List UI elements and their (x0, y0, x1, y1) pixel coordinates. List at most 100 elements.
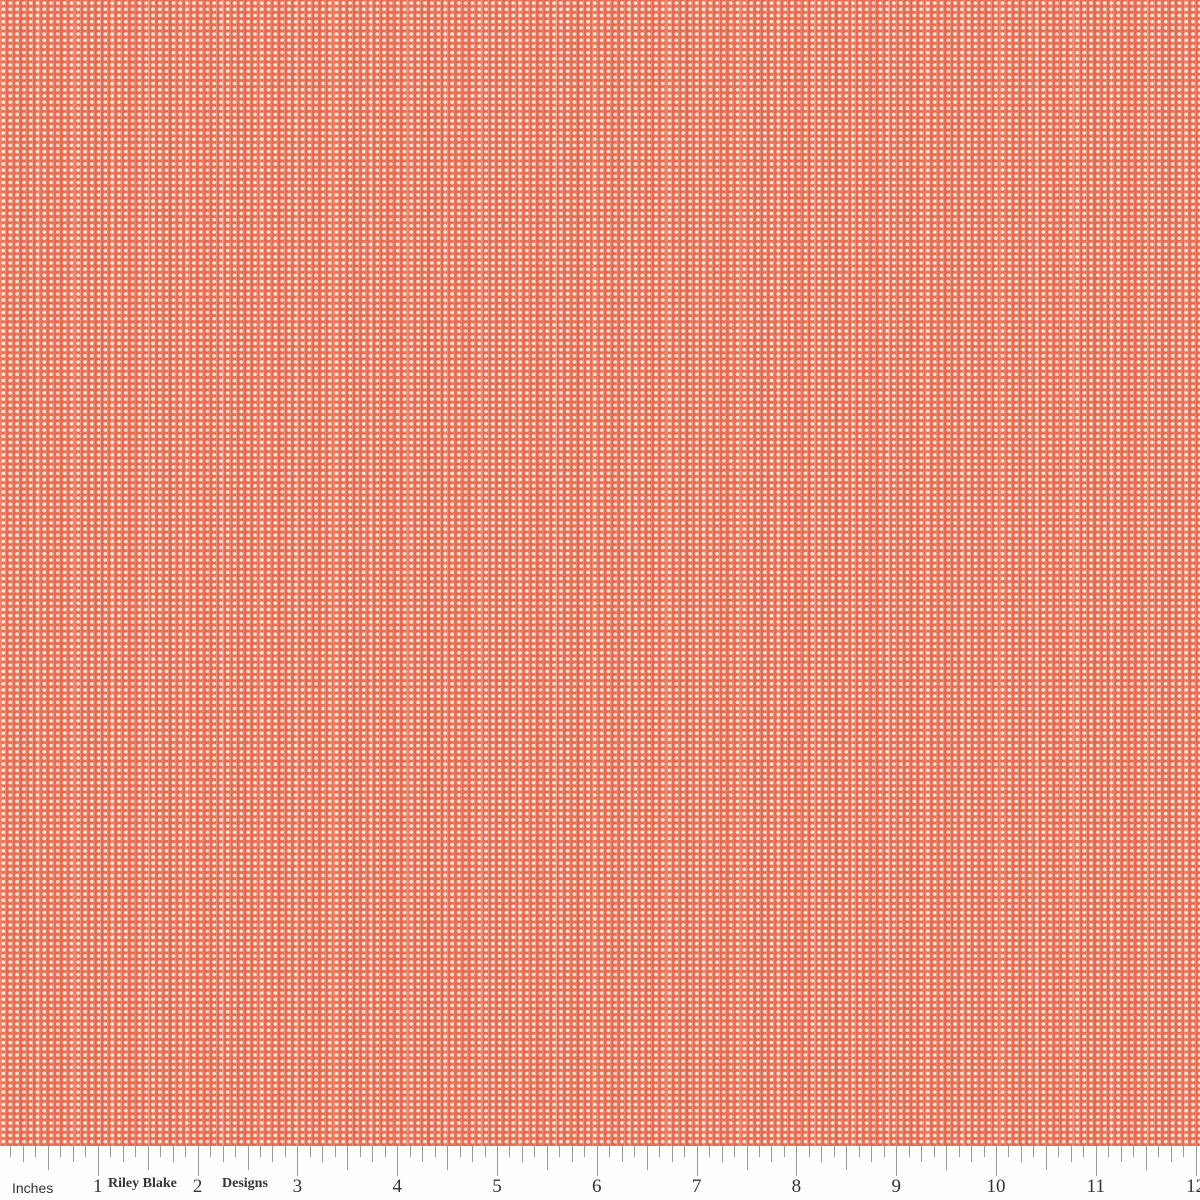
ruler-tick (172, 1146, 174, 1162)
ruler-tick (871, 1146, 873, 1162)
ruler-tick (422, 1146, 424, 1162)
ruler-tick (447, 1146, 449, 1170)
ruler-tick (634, 1146, 636, 1157)
ruler-tick (896, 1146, 898, 1176)
ruler-tick (933, 1146, 935, 1157)
ruler-tick (409, 1146, 411, 1157)
ruler-number: 8 (791, 1176, 802, 1197)
ruler-tick (1170, 1146, 1172, 1162)
ruler-tick (1083, 1146, 1085, 1157)
ruler-tick (60, 1146, 62, 1157)
ruler-number: 2 (192, 1176, 203, 1197)
ruler-tick (734, 1146, 736, 1157)
ruler-tick (85, 1146, 87, 1157)
ruler-tick (47, 1146, 49, 1170)
ruler-tick (1095, 1146, 1097, 1176)
ruler-tick (309, 1146, 311, 1157)
ruler-tick (35, 1146, 37, 1157)
brand-name-part1: Riley Blake (108, 1176, 177, 1191)
ruler-tick (1108, 1146, 1110, 1157)
ruler-tick (1058, 1146, 1060, 1157)
ruler-tick (222, 1146, 224, 1162)
ruler-tick (546, 1146, 548, 1170)
ruler-number: 5 (492, 1176, 502, 1197)
ruler-tick (10, 1146, 12, 1157)
ruler-tick (22, 1146, 24, 1162)
ruler-tick (671, 1146, 673, 1162)
ruler-tick (272, 1146, 274, 1162)
ruler-tick (621, 1146, 623, 1162)
ruler-number: 4 (392, 1176, 402, 1197)
ruler-tick (160, 1146, 162, 1157)
ruler-tick (684, 1146, 686, 1157)
ruler-tick (185, 1146, 187, 1157)
ruler-tick (397, 1146, 399, 1176)
ruler-tick (347, 1146, 349, 1170)
ruler-tick (97, 1146, 99, 1176)
ruler-tick (1145, 1146, 1147, 1170)
ruler-tick (484, 1146, 486, 1157)
ruler-number: 9 (891, 1176, 901, 1197)
ruler-tick (996, 1146, 997, 1176)
ruler-tick (958, 1146, 960, 1157)
ruler-tick (721, 1146, 723, 1162)
ruler-tick (883, 1146, 885, 1157)
ruler-number: 11 (1086, 1176, 1105, 1197)
ruler-tick (210, 1146, 212, 1157)
ruler-tick (596, 1146, 598, 1176)
ruler-tick (1120, 1146, 1122, 1162)
ruler-tick (1195, 1146, 1197, 1176)
ruler-tick (659, 1146, 661, 1157)
ruler-tick (796, 1146, 798, 1176)
ruler-tick (609, 1146, 611, 1157)
ruler-tick (559, 1146, 561, 1157)
ruler-tick (921, 1146, 923, 1162)
ruler-tick (1020, 1146, 1022, 1162)
ruler-tick (247, 1146, 249, 1170)
ruler-tick (746, 1146, 748, 1170)
ruler-tick (521, 1146, 523, 1162)
fabric-swatch (0, 0, 1200, 1146)
ruler: Inches Riley Blake Designs 1 2 3 4 5 6 7 8 9 10 11… (0, 1146, 1200, 1200)
ruler-tick (808, 1146, 810, 1157)
ruler-number: 1 (93, 1176, 103, 1197)
ruler-tick (1033, 1146, 1035, 1157)
ruler-tick (509, 1146, 511, 1157)
ruler-tick (1133, 1146, 1135, 1157)
ruler-tick (372, 1146, 374, 1162)
ruler-tick (534, 1146, 536, 1157)
ruler-tick (122, 1146, 124, 1162)
ruler-tick (696, 1146, 698, 1176)
ruler-tick (259, 1146, 261, 1157)
brand-name-part2: Designs (222, 1176, 268, 1191)
ruler-unit-label: Inches (12, 1180, 54, 1196)
ruler-tick (322, 1146, 324, 1162)
ruler-tick (359, 1146, 361, 1157)
ruler-tick (571, 1146, 573, 1162)
ruler-tick (858, 1146, 860, 1157)
ruler-tick (1008, 1146, 1010, 1157)
ruler-tick (1183, 1146, 1185, 1157)
ruler-tick (135, 1146, 137, 1157)
ruler-tick (284, 1146, 286, 1157)
ruler-tick (297, 1146, 299, 1176)
ruler-tick (1158, 1146, 1160, 1157)
ruler-tick (946, 1146, 948, 1170)
ruler-tick (983, 1146, 985, 1157)
ruler-tick (584, 1146, 586, 1157)
ruler-number: 12 (1186, 1176, 1200, 1197)
ruler-tick (459, 1146, 461, 1157)
ruler-tick (833, 1146, 835, 1157)
ruler-tick (434, 1146, 436, 1157)
ruler-tick (197, 1146, 199, 1176)
ruler-tick (709, 1146, 711, 1157)
ruler-tick (821, 1146, 823, 1162)
ruler-tick (1045, 1146, 1047, 1170)
ruler-tick (783, 1146, 785, 1157)
ruler-tick (758, 1146, 760, 1157)
ruler-tick (497, 1146, 498, 1176)
ruler-tick (147, 1146, 149, 1170)
ruler-tick (110, 1146, 112, 1157)
ruler-number: 10 (986, 1176, 1006, 1197)
ruler-tick (1070, 1146, 1072, 1162)
